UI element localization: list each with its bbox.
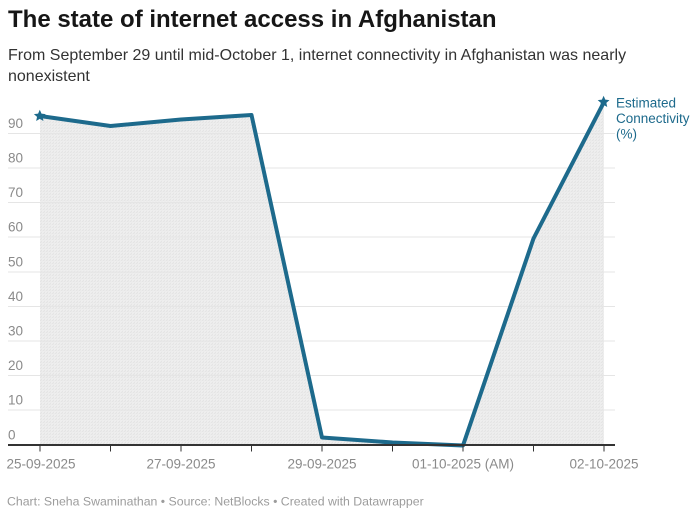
svg-text:0: 0 [8, 428, 16, 443]
svg-text:25-09-2025: 25-09-2025 [6, 457, 75, 472]
svg-text:40: 40 [8, 289, 23, 304]
svg-text:02-10-2025: 02-10-2025 [569, 457, 638, 472]
svg-text:Chart: Sneha Swaminathan • Sou: Chart: Sneha Swaminathan • Source: NetBl… [7, 495, 424, 509]
svg-text:(%): (%) [616, 127, 637, 142]
svg-text:10: 10 [8, 393, 23, 408]
svg-text:70: 70 [8, 185, 23, 200]
svg-text:From September 29 until mid-Oc: From September 29 until mid-October 1, i… [8, 47, 626, 64]
svg-text:30: 30 [8, 324, 23, 339]
svg-text:50: 50 [8, 254, 23, 269]
svg-text:nonexistent: nonexistent [8, 68, 90, 85]
svg-text:80: 80 [8, 151, 23, 166]
svg-text:20: 20 [8, 358, 23, 373]
svg-text:27-09-2025: 27-09-2025 [146, 457, 215, 472]
svg-text:29-09-2025: 29-09-2025 [287, 457, 356, 472]
svg-text:60: 60 [8, 220, 23, 235]
svg-text:Estimated: Estimated [616, 95, 676, 110]
svg-text:The state of internet access i: The state of internet access in Afghanis… [8, 6, 497, 33]
svg-text:01-10-2025 (AM): 01-10-2025 (AM) [412, 457, 514, 472]
svg-text:90: 90 [8, 116, 23, 131]
svg-text:Connectivity: Connectivity [616, 111, 690, 126]
